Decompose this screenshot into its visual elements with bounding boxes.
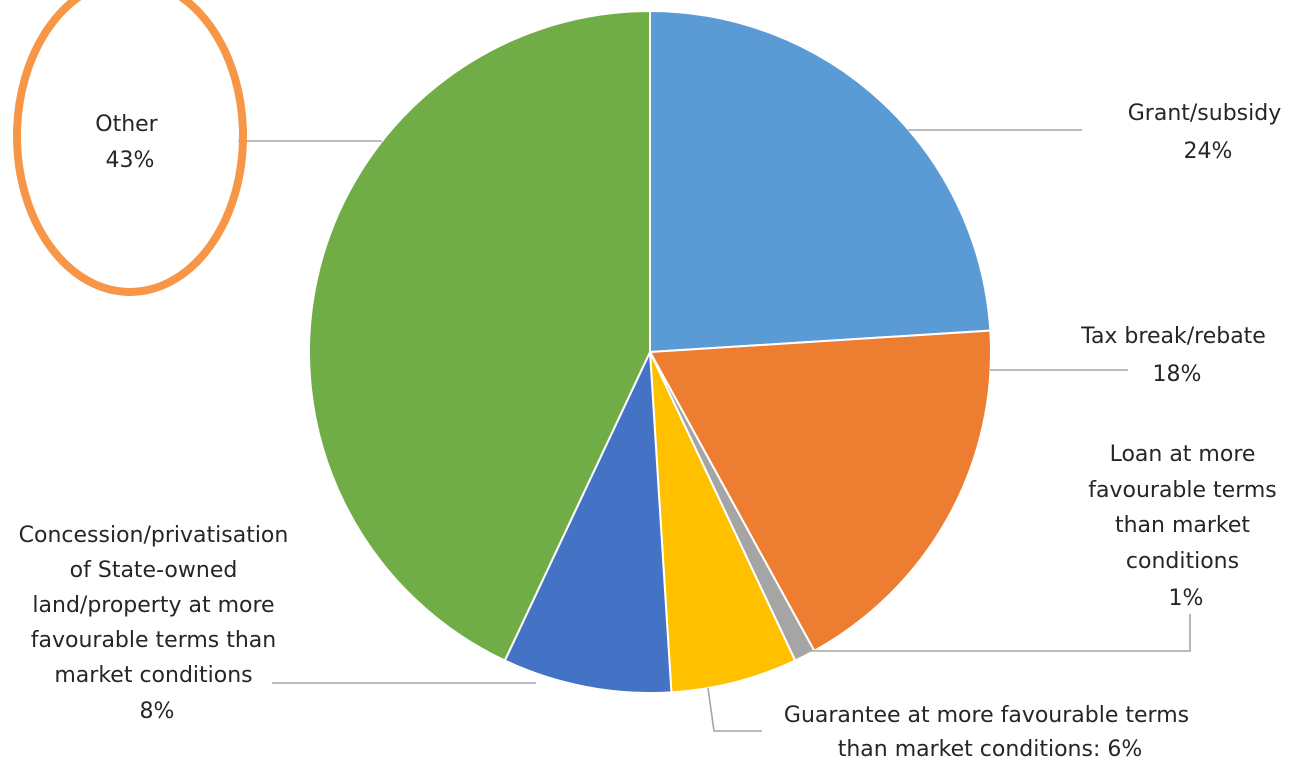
- label-concession: Concession/privatisation of State-owned …: [19, 523, 296, 724]
- leader-line-guarantee: [707, 687, 762, 732]
- pie-slice-tax-break-rebate: [648, 329, 992, 653]
- label-grant: Grant/subsidy 24%: [1128, 101, 1288, 164]
- pie-slice-grant-subsidy: [649, 9, 992, 354]
- label-tax: Tax break/rebate 18%: [1080, 324, 1273, 387]
- pie-slice-concession-privatisation-of-state-owned-land-property-at-more-favourable-terms-than-market-conditions: [503, 351, 673, 694]
- pie-slice-guarantee-at-more-favourable-terms-than-market-conditions: [649, 351, 797, 694]
- leader-line-loan: [808, 614, 1191, 652]
- pie-slice-other: [307, 9, 651, 662]
- highlight-ellipse: [13, 0, 247, 296]
- label-other: Other 43%: [95, 112, 164, 173]
- pie-slices: [307, 9, 992, 694]
- label-guarantee: Guarantee at more favourable terms than …: [784, 703, 1196, 760]
- label-loan: Loan at more favourable terms than marke…: [1088, 442, 1284, 611]
